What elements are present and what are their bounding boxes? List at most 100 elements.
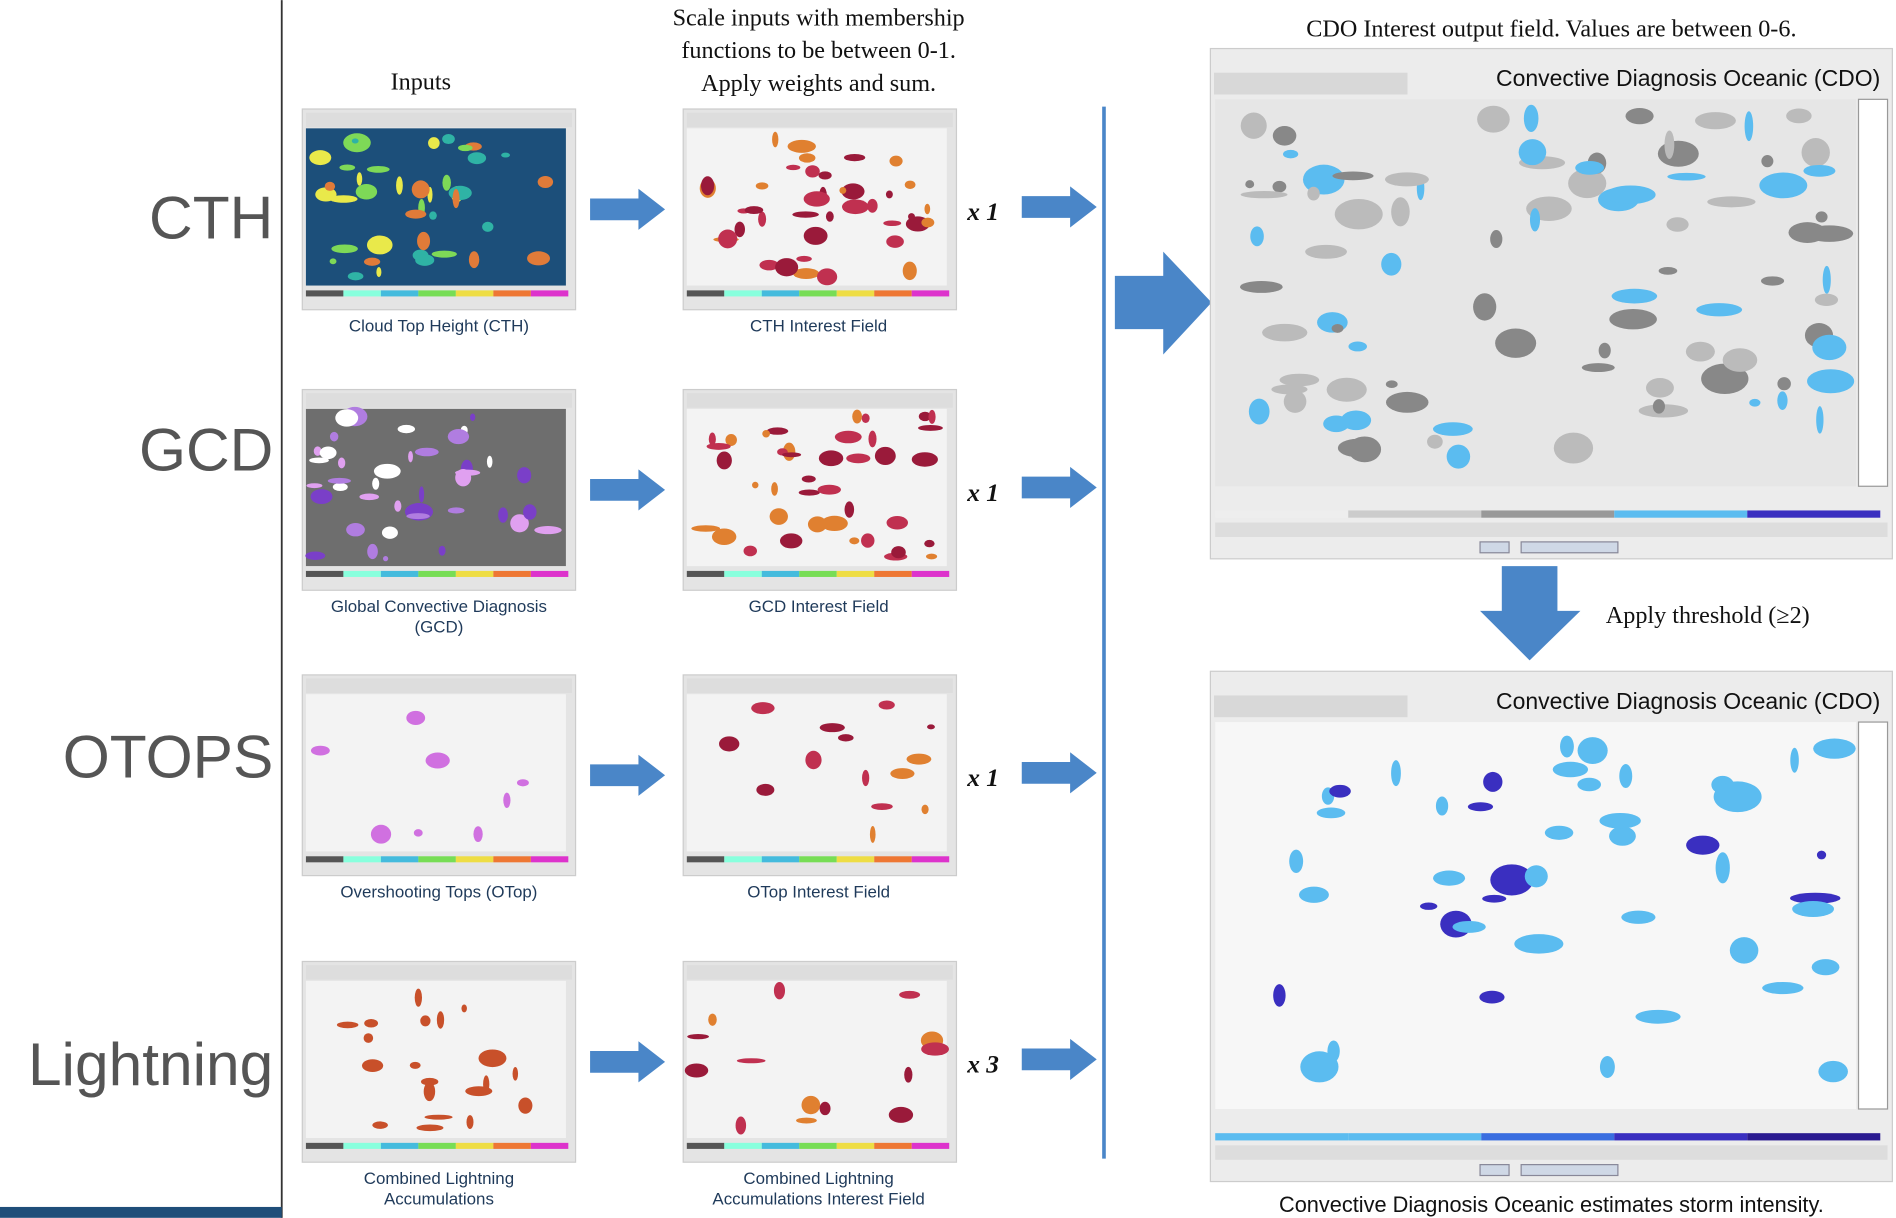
thumb-blob bbox=[331, 244, 358, 253]
panel-blob bbox=[1452, 921, 1485, 933]
panel-colorbar bbox=[1481, 1133, 1614, 1140]
thumb-blob bbox=[879, 700, 895, 709]
thumb-blob bbox=[846, 453, 870, 463]
panel-blob bbox=[1707, 196, 1755, 207]
panel-blob bbox=[1271, 384, 1307, 394]
cdo-panel: Convective Diagnosis Oceanic (CDO) bbox=[1210, 49, 1892, 559]
thumb-blob bbox=[518, 1097, 532, 1113]
thumb-colorbar bbox=[687, 290, 724, 296]
thumb-colorbar bbox=[762, 856, 799, 862]
panel-blob bbox=[1667, 173, 1705, 181]
thumb-blob bbox=[487, 456, 493, 468]
panel-blob bbox=[1777, 391, 1787, 410]
thumb-blob bbox=[416, 1125, 443, 1132]
thumb-blob bbox=[802, 1096, 821, 1114]
thumb-blob bbox=[802, 476, 816, 483]
thumb-blob bbox=[449, 186, 472, 200]
input-caption: Global Convective Diagnosis bbox=[331, 597, 547, 616]
panel-blob bbox=[1635, 1010, 1680, 1024]
thumb-blob bbox=[408, 451, 413, 462]
thumb-blob bbox=[804, 227, 828, 245]
panel-blob bbox=[1761, 276, 1784, 285]
thumb-blob bbox=[928, 410, 935, 424]
panel-blob bbox=[1714, 781, 1762, 812]
panel-blob bbox=[1519, 139, 1547, 165]
thumb-colorbar bbox=[799, 856, 836, 862]
thumb-blob bbox=[852, 410, 862, 424]
panel-blob bbox=[1299, 887, 1329, 903]
panel-blob bbox=[1803, 165, 1835, 177]
thumb-blob bbox=[305, 552, 325, 560]
thumb-colorbar bbox=[306, 856, 343, 862]
thumb-blob bbox=[367, 166, 390, 173]
thumb-colorbar bbox=[306, 1143, 343, 1149]
panel-blob bbox=[1664, 130, 1674, 159]
panel-blob bbox=[1327, 378, 1367, 402]
thumb-blob bbox=[374, 464, 401, 479]
thumb-blob bbox=[337, 1022, 359, 1029]
thumb-colorbar bbox=[456, 856, 493, 862]
weight: x 1 bbox=[966, 479, 999, 507]
panel-blob bbox=[1713, 366, 1722, 389]
thumb-blob bbox=[805, 751, 821, 770]
threshold-label: Apply threshold (≥2) bbox=[1606, 602, 1810, 629]
thumb-blob bbox=[744, 546, 757, 557]
thumb-blob bbox=[718, 229, 737, 248]
panel-blob bbox=[1323, 415, 1349, 432]
panel-scale bbox=[1859, 99, 1888, 486]
thumb-blob bbox=[889, 1107, 913, 1123]
thumb-colorbar bbox=[381, 290, 418, 296]
thumb-blob bbox=[867, 199, 877, 213]
panel-blob bbox=[1545, 826, 1573, 840]
panel-colorbar bbox=[1747, 1133, 1880, 1140]
thumb-colorbar bbox=[531, 290, 568, 296]
thumb-blob bbox=[883, 220, 901, 226]
panel-blob bbox=[1761, 155, 1773, 167]
thumb-colorbar bbox=[418, 856, 455, 862]
input-caption: Accumulations bbox=[384, 1190, 494, 1209]
panel-button bbox=[1521, 1165, 1618, 1176]
thumb-blob bbox=[412, 180, 430, 198]
thumb-toolbar bbox=[306, 393, 572, 408]
panel-blob bbox=[1609, 826, 1636, 845]
thumb-blob bbox=[415, 254, 434, 266]
row-label: GCD bbox=[139, 416, 273, 484]
thumb-blob bbox=[904, 1067, 912, 1083]
panel-blob bbox=[1666, 217, 1688, 232]
bottom-caption: Convective Diagnosis Oceanic estimates s… bbox=[1279, 1192, 1824, 1217]
output-header: CDO Interest output field. Values are be… bbox=[1306, 15, 1796, 42]
thumb-map bbox=[306, 694, 566, 851]
thumb-blob bbox=[527, 251, 550, 265]
panel-blob bbox=[1812, 959, 1840, 975]
panel-colorbar bbox=[1747, 510, 1880, 517]
panel-colorbar bbox=[1215, 510, 1348, 517]
input-thumbnail bbox=[302, 675, 575, 876]
thumb-blob bbox=[918, 425, 943, 431]
thumb-blob bbox=[442, 134, 455, 144]
panel-blob bbox=[1658, 141, 1699, 167]
panel-blob bbox=[1686, 342, 1715, 362]
thumb-colorbar bbox=[837, 1143, 874, 1149]
thumb-blob bbox=[405, 210, 426, 219]
panel-blob bbox=[1249, 399, 1270, 425]
thumb-colorbar bbox=[456, 1143, 493, 1149]
thumb-blob bbox=[782, 452, 801, 457]
thumb-blob bbox=[442, 175, 451, 191]
row-label: OTOPS bbox=[63, 723, 273, 791]
panel-blob bbox=[1433, 870, 1465, 885]
thumb-blob bbox=[415, 989, 422, 1007]
thumb-colorbar bbox=[531, 856, 568, 862]
thumb-colorbar bbox=[912, 856, 949, 862]
panel-colorbar bbox=[1481, 510, 1614, 517]
thumb-blob bbox=[448, 507, 465, 513]
panel-colorbar bbox=[1215, 1133, 1348, 1140]
thumb-blob bbox=[821, 516, 848, 531]
panel-blob bbox=[1646, 378, 1674, 398]
thumb-blob bbox=[429, 211, 437, 219]
thumb-colorbar bbox=[724, 571, 761, 577]
thumb-blob bbox=[792, 211, 819, 217]
thumb-blob bbox=[466, 1115, 473, 1129]
thumb-blob bbox=[835, 431, 862, 444]
panel-blob bbox=[1817, 851, 1826, 860]
thumb-blob bbox=[432, 251, 457, 258]
